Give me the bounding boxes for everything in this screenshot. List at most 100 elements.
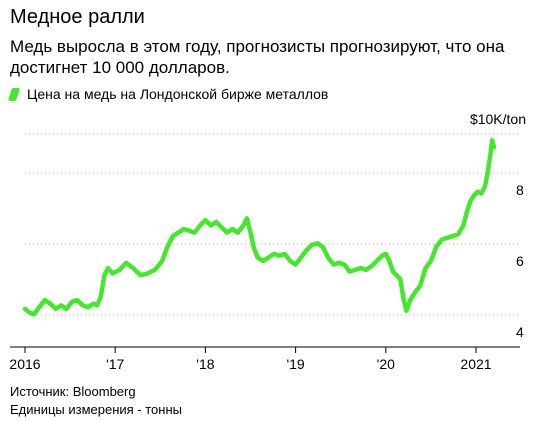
- data-point: [273, 253, 275, 255]
- x-tick-label: '18: [196, 356, 214, 372]
- data-point: [396, 274, 398, 276]
- data-point: [466, 210, 468, 212]
- data-point: [487, 171, 489, 173]
- y-tick-label: 4: [516, 324, 524, 340]
- data-point: [405, 310, 408, 312]
- data-point: [111, 272, 114, 274]
- x-tick-label: 2021: [460, 356, 491, 372]
- data-point: [71, 301, 73, 303]
- data-point: [119, 269, 121, 271]
- data-point: [457, 233, 459, 235]
- data-point: [194, 232, 196, 234]
- chart-legend: Цена на медь на Лондонской бирже металло…: [7, 86, 329, 102]
- data-point: [484, 185, 486, 188]
- data-point: [381, 255, 383, 257]
- units-note: Единицы измерения - тонны: [10, 402, 182, 417]
- data-point: [257, 256, 259, 259]
- data-point: [38, 306, 41, 308]
- data-point: [477, 191, 479, 193]
- y-tick-label: 6: [516, 253, 524, 269]
- data-point: [388, 260, 390, 262]
- data-point: [249, 232, 252, 234]
- data-point: [210, 224, 212, 227]
- data-point: [166, 246, 169, 248]
- data-point: [76, 299, 78, 301]
- data-point: [253, 248, 255, 250]
- data-point: [100, 295, 102, 298]
- data-point: [132, 267, 134, 269]
- data-point: [237, 232, 239, 234]
- data-point: [451, 235, 454, 237]
- data-point: [60, 304, 62, 306]
- data-point: [226, 232, 228, 234]
- data-point: [349, 271, 351, 273]
- data-point: [343, 263, 345, 266]
- data-point: [103, 274, 105, 276]
- data-point: [480, 192, 482, 195]
- data-point: [242, 224, 244, 227]
- data-point: [473, 194, 475, 196]
- data-point: [441, 239, 443, 241]
- data-point: [359, 267, 362, 269]
- data-point: [82, 304, 84, 306]
- x-tick-label: '19: [286, 356, 304, 372]
- data-point: [354, 269, 356, 271]
- data-point: [96, 304, 98, 306]
- data-point: [376, 260, 378, 262]
- data-point: [125, 262, 127, 264]
- y-axis: 4 6 8 $10K/ton: [470, 111, 526, 340]
- data-point: [392, 271, 394, 273]
- data-point: [462, 224, 464, 227]
- data-point: [172, 235, 174, 237]
- data-point: [300, 256, 302, 259]
- source-note: Источник: Bloomberg: [10, 384, 136, 399]
- data-point: [278, 255, 280, 257]
- data-point: [338, 262, 340, 264]
- data-point: [215, 221, 217, 223]
- data-point: [221, 226, 223, 228]
- data-point: [267, 256, 270, 259]
- chart-title: Медное ралли: [10, 6, 145, 28]
- data-point: [316, 242, 318, 244]
- data-point: [493, 146, 495, 148]
- data-point: [199, 224, 201, 227]
- data-point: [183, 228, 185, 230]
- data-point: [188, 230, 190, 232]
- data-point: [28, 311, 31, 314]
- x-tick-label: '17: [106, 356, 124, 372]
- data-point: [332, 263, 335, 266]
- data-point: [305, 249, 307, 251]
- data-point: [419, 285, 421, 287]
- data-point: [87, 306, 89, 308]
- data-point: [33, 313, 35, 315]
- data-point: [430, 260, 432, 262]
- x-tick-label: 2016: [9, 356, 40, 372]
- data-point: [385, 253, 387, 255]
- data-point: [49, 303, 51, 305]
- data-point: [470, 200, 472, 202]
- grid-lines: [25, 133, 520, 316]
- data-point: [231, 228, 234, 230]
- legend-label: Цена на медь на Лондонской бирже металло…: [27, 86, 329, 102]
- data-point: [107, 267, 109, 269]
- data-point: [246, 217, 248, 219]
- data-point: [154, 269, 156, 271]
- y-tick-label: 8: [516, 182, 524, 198]
- data-point: [489, 153, 491, 156]
- chart-subtitle: Медь выросла в этом году, прогнозисты пр…: [10, 37, 505, 77]
- data-point: [327, 256, 329, 259]
- data-point: [424, 267, 427, 269]
- x-axis: 2016 '17 '18 '19 '20 2021: [9, 346, 520, 372]
- data-point: [177, 232, 179, 234]
- data-point: [365, 269, 367, 271]
- data-point: [295, 263, 297, 266]
- x-tick-label: '20: [377, 356, 395, 372]
- data-point: [65, 308, 68, 310]
- data-point: [446, 237, 448, 239]
- data-point: [403, 299, 405, 301]
- data-point: [44, 299, 46, 301]
- data-point: [24, 308, 26, 310]
- series-layer: [22, 138, 497, 317]
- data-point: [55, 308, 57, 310]
